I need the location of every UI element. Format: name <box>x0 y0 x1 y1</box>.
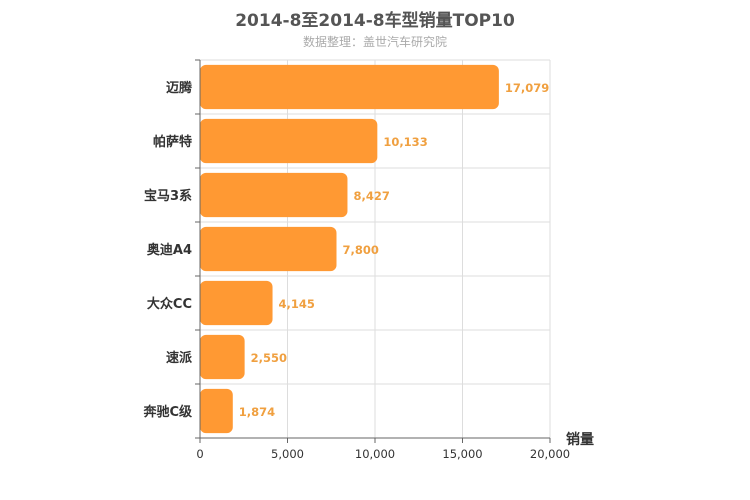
data-label: 7,800 <box>343 243 379 257</box>
bar-layer: 17,079 10,133 8,427 7,800 4,145 2,550 1,874 <box>200 64 549 434</box>
data-label: 17,079 <box>505 81 549 95</box>
bar <box>200 118 378 164</box>
category-label: 帕萨特 <box>153 134 192 150</box>
x-axis-title: 销量 <box>566 431 594 448</box>
category-label: 迈腾 <box>166 80 193 96</box>
category-label: 大众CC <box>147 296 192 312</box>
category-label: 奔驰C级 <box>142 404 193 420</box>
x-tick-label: 20,000 <box>530 447 570 461</box>
x-tick-label: 5,000 <box>271 447 304 461</box>
chart-subtitle: 数据整理：盖世汽车研究院 <box>302 35 447 49</box>
bar <box>200 280 273 326</box>
data-label: 4,145 <box>279 297 315 311</box>
x-tick-label: 0 <box>196 447 203 461</box>
bar <box>200 334 245 380</box>
x-tick-label: 10,000 <box>355 447 395 461</box>
bar <box>200 388 233 434</box>
bar <box>200 226 337 272</box>
category-label: 奥迪A4 <box>147 242 192 258</box>
chart-title: 2014-8至2014-8车型销量TOP10 <box>235 11 515 31</box>
bar <box>200 172 348 218</box>
data-label: 1,874 <box>239 405 275 419</box>
data-label: 10,133 <box>383 135 427 149</box>
x-tick-label: 15,000 <box>442 447 482 461</box>
category-label: 速派 <box>166 350 193 366</box>
data-label: 8,427 <box>353 189 389 203</box>
bar <box>200 64 499 110</box>
category-label: 宝马3系 <box>144 188 192 204</box>
data-label: 2,550 <box>251 351 287 365</box>
